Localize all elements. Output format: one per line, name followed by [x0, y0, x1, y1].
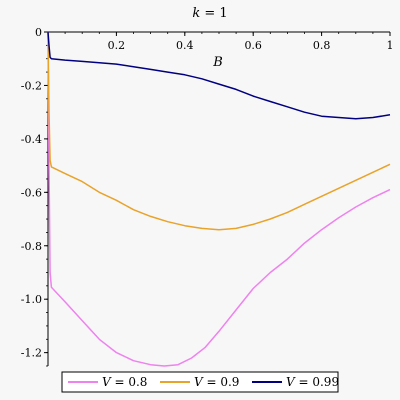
legend-value: = 0.8 — [111, 375, 148, 389]
x-tick-label: 0.2 — [108, 39, 126, 52]
legend-value: = 0.99 — [295, 375, 339, 389]
legend-label-3: V = 0.99 — [286, 375, 339, 389]
y-tick-label: -0.2 — [21, 79, 42, 92]
chart-title-value: = 1 — [200, 6, 227, 21]
legend-box — [61, 371, 339, 393]
y-tick-label: -1.0 — [21, 293, 42, 306]
series-layer — [47, 31, 391, 367]
chart-title-variable: k — [192, 6, 200, 21]
y-tick-label: -0.4 — [21, 133, 42, 146]
legend-variable: V — [194, 375, 204, 389]
x-tick-label: 0.6 — [244, 39, 262, 52]
x-axis-label: B — [212, 55, 223, 70]
chart-title: k = 1 — [192, 6, 227, 21]
axes: 0.2 0.4 0.6 0.8 1 0 -0.2 -0.4 -0.6 -0.8 -1.0 -1.2 — [21, 26, 394, 367]
series-line-2 — [47, 31, 391, 231]
x-tick-label: 0.8 — [313, 39, 331, 52]
y-tick-label: -0.8 — [21, 240, 42, 253]
y-tick-label: -1.2 — [21, 347, 42, 360]
x-tick-label: 1 — [387, 39, 394, 52]
y-tick-label: -0.6 — [21, 186, 42, 199]
legend-label-2: V = 0.9 — [194, 375, 239, 389]
legend-variable: V — [102, 375, 112, 389]
legend-variable: V — [286, 375, 296, 389]
series-line-1 — [47, 31, 391, 367]
legend: V = 0.8 V = 0.9 V = 0.99 — [61, 371, 339, 393]
series-line-3 — [47, 31, 391, 120]
legend-value: = 0.9 — [203, 375, 240, 389]
legend-label-1: V = 0.8 — [102, 375, 147, 389]
y-tick-label: 0 — [35, 26, 42, 39]
x-tick-label: 0.4 — [176, 39, 194, 52]
